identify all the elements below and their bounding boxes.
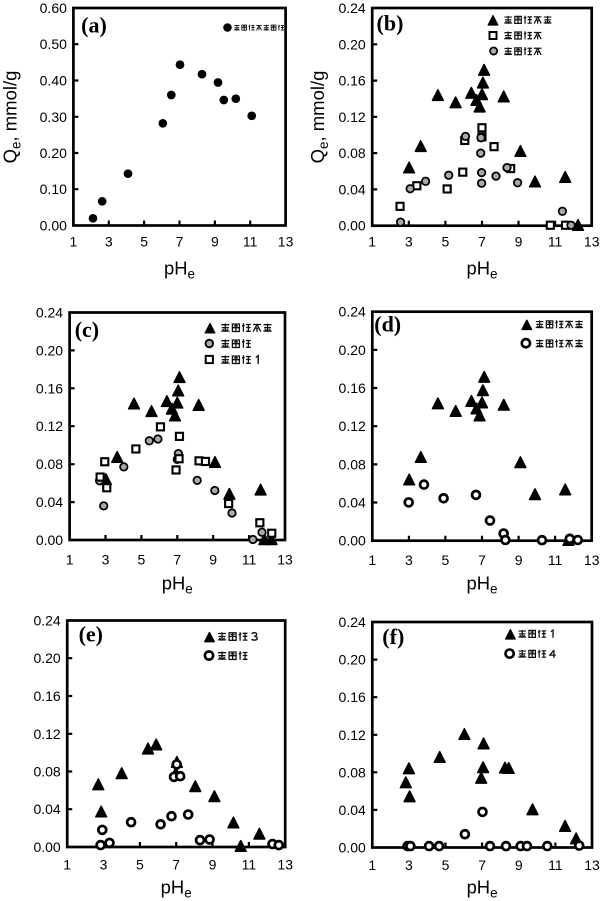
svg-text:0.08: 0.08 — [338, 145, 365, 161]
svg-text:9: 9 — [211, 234, 219, 250]
svg-text:7: 7 — [478, 234, 486, 250]
svg-text:0.12: 0.12 — [36, 418, 63, 434]
svg-text:0.40: 0.40 — [40, 73, 67, 89]
svg-text:0.12: 0.12 — [33, 726, 60, 742]
svg-text:0.08: 0.08 — [33, 764, 60, 780]
svg-text:0.16: 0.16 — [36, 380, 63, 396]
svg-text:13: 13 — [278, 234, 294, 250]
svg-text:Qe, mmol/g: Qe, mmol/g — [0, 71, 24, 164]
svg-text:0.24: 0.24 — [338, 0, 365, 16]
svg-text:11: 11 — [242, 857, 257, 873]
svg-text:11: 11 — [548, 857, 563, 873]
svg-text:5: 5 — [442, 857, 450, 873]
svg-text:0.24: 0.24 — [339, 304, 366, 320]
svg-text:11: 11 — [242, 551, 257, 567]
svg-text:3: 3 — [105, 234, 113, 250]
svg-text:1: 1 — [368, 234, 376, 250]
svg-text:pHe: pHe — [161, 877, 192, 901]
svg-text:0.00: 0.00 — [338, 218, 365, 234]
svg-text:0.00: 0.00 — [33, 839, 60, 855]
svg-text:3: 3 — [100, 857, 108, 873]
svg-text:0.20: 0.20 — [338, 36, 365, 52]
svg-text:0.50: 0.50 — [40, 36, 67, 52]
svg-text:5: 5 — [138, 551, 146, 567]
svg-text:(d): (d) — [374, 311, 401, 336]
svg-text:13: 13 — [584, 857, 600, 873]
svg-text:pHe: pHe — [466, 573, 497, 597]
svg-text:0.20: 0.20 — [36, 342, 63, 358]
svg-text:11: 11 — [548, 234, 563, 250]
svg-text:9: 9 — [209, 551, 217, 567]
svg-text:(f): (f) — [382, 624, 404, 649]
svg-text:5: 5 — [442, 552, 450, 568]
svg-text:7: 7 — [172, 857, 180, 873]
svg-text:Qe, mmol/g: Qe, mmol/g — [307, 71, 331, 164]
svg-text:9: 9 — [515, 552, 523, 568]
svg-text:3: 3 — [405, 552, 413, 568]
svg-text:0.12: 0.12 — [338, 109, 365, 125]
svg-text:3: 3 — [102, 551, 110, 567]
svg-text:0.04: 0.04 — [338, 181, 365, 197]
svg-text:1: 1 — [63, 857, 71, 873]
svg-text:(c): (c) — [75, 317, 99, 342]
svg-text:11: 11 — [548, 552, 563, 568]
svg-text:3: 3 — [405, 234, 413, 250]
svg-text:9: 9 — [209, 857, 217, 873]
svg-text:pHe: pHe — [466, 258, 497, 282]
svg-text:3: 3 — [405, 857, 413, 873]
svg-text:7: 7 — [478, 857, 486, 873]
svg-text:13: 13 — [277, 551, 293, 567]
svg-text:11: 11 — [243, 234, 258, 250]
svg-text:pHe: pHe — [162, 573, 193, 597]
svg-text:1: 1 — [66, 551, 74, 567]
svg-text:0.24: 0.24 — [339, 614, 366, 630]
svg-text:0.08: 0.08 — [339, 764, 366, 780]
svg-text:0.04: 0.04 — [339, 495, 366, 511]
svg-text:0.16: 0.16 — [33, 688, 60, 704]
svg-text:0.24: 0.24 — [36, 305, 63, 321]
svg-text:13: 13 — [584, 552, 600, 568]
svg-text:0.12: 0.12 — [339, 418, 366, 434]
svg-text:0.24: 0.24 — [33, 613, 60, 629]
svg-text:0.00: 0.00 — [36, 532, 63, 548]
svg-text:7: 7 — [478, 552, 486, 568]
svg-text:0.00: 0.00 — [339, 533, 366, 549]
svg-text:0.12: 0.12 — [339, 727, 366, 743]
svg-text:pHe: pHe — [164, 258, 195, 282]
svg-text:9: 9 — [515, 234, 523, 250]
svg-text:5: 5 — [442, 234, 450, 250]
svg-text:0.00: 0.00 — [40, 218, 67, 234]
svg-text:13: 13 — [277, 857, 293, 873]
svg-text:0.04: 0.04 — [33, 801, 60, 817]
svg-text:0.08: 0.08 — [36, 456, 63, 472]
svg-text:(b): (b) — [377, 10, 404, 35]
svg-text:(e): (e) — [79, 622, 103, 647]
svg-text:9: 9 — [515, 857, 523, 873]
svg-text:0.20: 0.20 — [339, 652, 366, 668]
svg-text:0.30: 0.30 — [40, 109, 67, 125]
svg-text:0.60: 0.60 — [40, 0, 67, 16]
svg-text:0.00: 0.00 — [339, 840, 366, 856]
svg-text:0.08: 0.08 — [339, 456, 366, 472]
svg-text:0.10: 0.10 — [40, 181, 67, 197]
svg-text:0.16: 0.16 — [339, 689, 366, 705]
svg-text:0.16: 0.16 — [339, 380, 366, 396]
svg-text:1: 1 — [368, 552, 376, 568]
svg-text:5: 5 — [140, 234, 148, 250]
svg-text:13: 13 — [584, 234, 600, 250]
svg-text:0.20: 0.20 — [339, 342, 366, 358]
svg-text:7: 7 — [176, 234, 184, 250]
svg-text:5: 5 — [136, 857, 144, 873]
svg-text:pHe: pHe — [467, 877, 498, 901]
svg-text:0.04: 0.04 — [36, 494, 63, 510]
svg-text:0.04: 0.04 — [339, 802, 366, 818]
svg-text:0.20: 0.20 — [40, 145, 67, 161]
svg-text:(a): (a) — [81, 13, 107, 38]
svg-text:1: 1 — [368, 857, 376, 873]
svg-text:7: 7 — [173, 551, 181, 567]
svg-text:0.20: 0.20 — [33, 650, 60, 666]
svg-text:0.16: 0.16 — [338, 73, 365, 89]
svg-text:1: 1 — [70, 234, 78, 250]
